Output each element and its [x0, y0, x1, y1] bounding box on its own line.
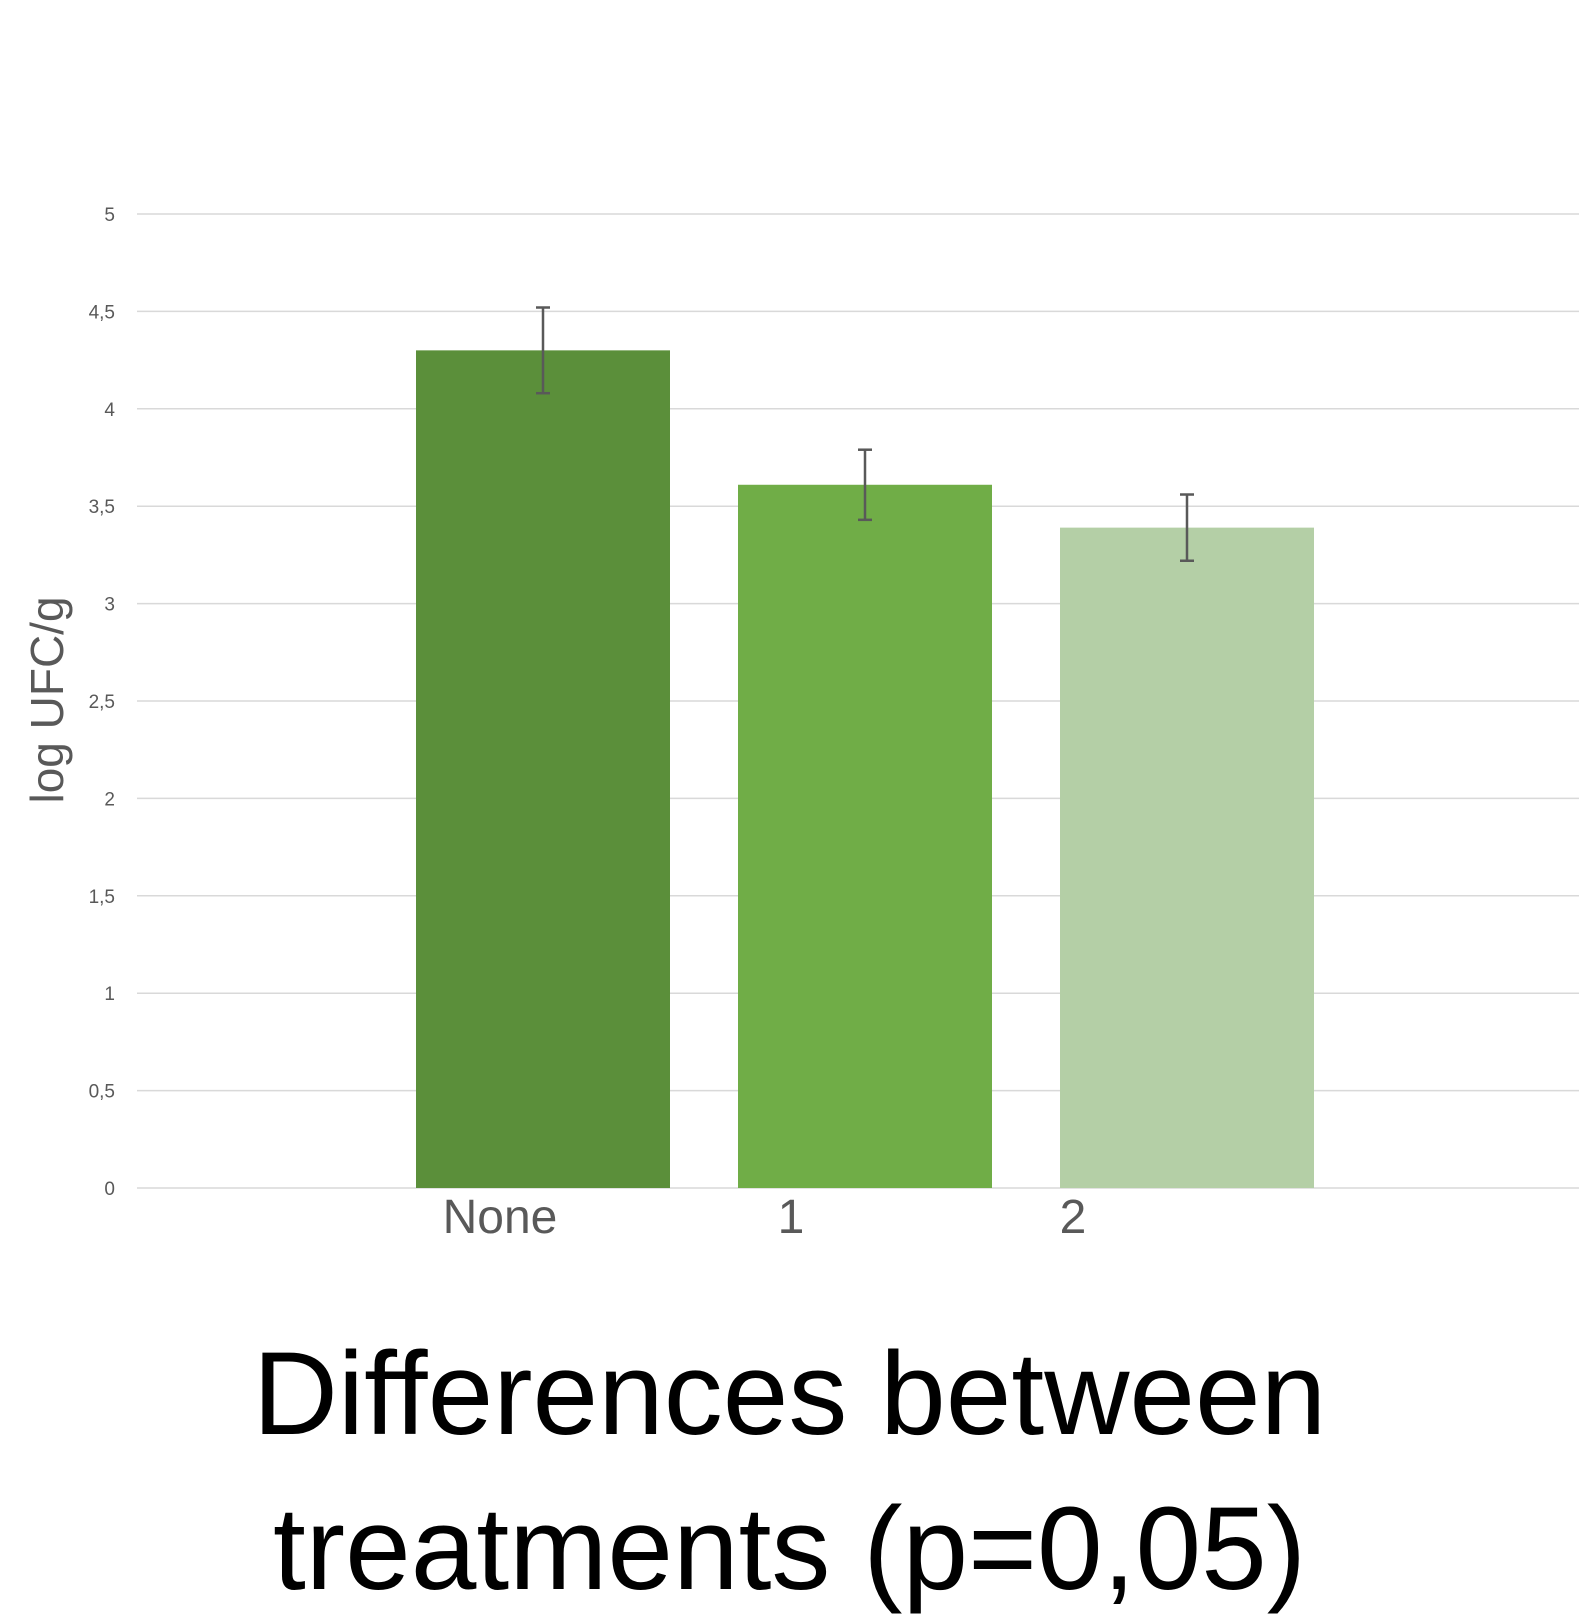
x-tick-label: 1 [778, 1191, 805, 1244]
y-axis-title: log UFC/g [21, 596, 73, 803]
x-tick-label: 2 [1060, 1191, 1087, 1244]
x-axis-category-labels: None 1 2 [443, 1191, 1087, 1244]
y-tick-label: 2 [104, 789, 115, 810]
y-tick-label: 4 [104, 400, 115, 421]
caption-line-1: Differences between [252, 1328, 1327, 1460]
y-tick-label: 1,5 [89, 887, 115, 908]
y-tick-label: 0,5 [89, 1082, 115, 1103]
y-tick-label: 2,5 [89, 692, 115, 713]
y-axis-tick-labels: 0 0,5 1 1,5 2 2,5 3 3,5 4 4,5 5 [89, 205, 116, 1200]
bar [1060, 527, 1314, 1188]
y-tick-label: 5 [104, 205, 115, 226]
y-tick-label: 3 [104, 595, 115, 616]
bar [738, 484, 992, 1189]
y-tick-label: 4,5 [89, 302, 115, 323]
error-bars [536, 306, 1194, 562]
y-tick-label: 0 [104, 1179, 115, 1200]
bar [416, 350, 670, 1188]
bars [416, 350, 1314, 1189]
x-tick-label: None [443, 1191, 558, 1244]
caption-line-2: treatments (p=0,05) [272, 1483, 1307, 1615]
y-tick-label: 3,5 [89, 497, 115, 518]
y-tick-label: 1 [104, 984, 115, 1005]
